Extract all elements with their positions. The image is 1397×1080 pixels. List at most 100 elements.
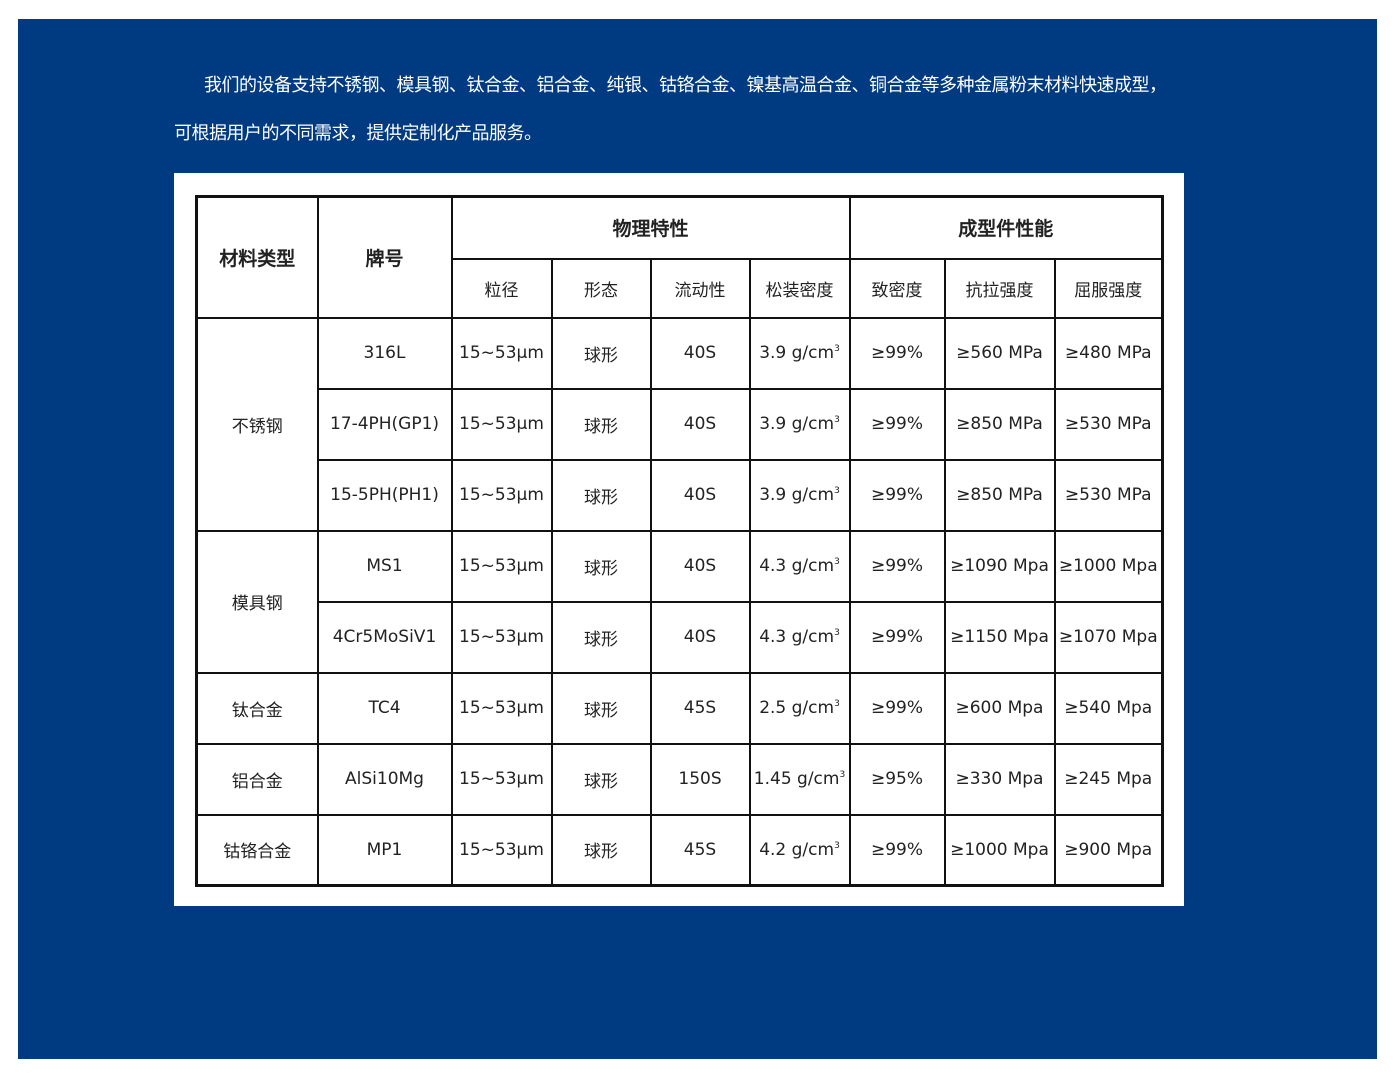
shape-cell: 球形: [550, 600, 652, 674]
table-row: 模具钢 MS1 15~53μm 球形 40S 4.3 g/cm3 ≥99% ≥1090 Mpa…: [195, 529, 1164, 674]
particle-size-cell: 15~53μm: [450, 600, 553, 674]
superscript: 3: [834, 344, 840, 354]
table-card: 材料类型 牌号 物理特性 成型件性能 粒径 形态 流动性 松装密度 致密度 抗拉强度 屈服强…: [174, 173, 1184, 906]
relative-density-cell: ≥99%: [848, 813, 946, 887]
bulk-density-cell: 3.9 g/cm3: [748, 316, 851, 390]
bulk-density-cell: 4.3 g/cm3: [748, 600, 851, 674]
bulk-density-cell: 4.3 g/cm3: [748, 529, 851, 603]
header-physical: 物理特性: [450, 195, 851, 260]
intro-line-1: 我们的设备支持不锈钢、模具钢、钛合金、铝合金、纯银、钴铬合金、镍基高温合金、铜合…: [204, 75, 1167, 96]
header-material-type: 材料类型: [195, 195, 319, 319]
relative-density-cell: ≥99%: [848, 600, 946, 674]
superscript: 3: [839, 770, 846, 780]
shape-cell: 球形: [550, 458, 652, 532]
particle-size-cell: 15~53μm: [450, 671, 553, 745]
flowability-cell: 45S: [649, 813, 751, 887]
density-value: 1.45 g/cm: [753, 769, 840, 789]
relative-density-cell: ≥99%: [848, 316, 946, 390]
shape-cell: 球形: [550, 387, 652, 461]
subheader-1: 形态: [550, 257, 652, 319]
grade-cell: MS1: [316, 529, 453, 603]
grade-cell: 17-4PH(GP1): [316, 387, 453, 461]
flowability-cell: 40S: [649, 529, 751, 603]
material-type-cell: 模具钢: [195, 529, 319, 674]
tensile-strength-cell: ≥1000 Mpa: [943, 813, 1056, 887]
density-value: 3.9 g/cm: [759, 485, 835, 505]
table-row: 铝合金 AlSi10Mg 15~53μm 球形 150S 1.45 g/cm3 ≥95% ≥3…: [195, 742, 1164, 816]
grade-cell: 15-5PH(PH1): [316, 458, 453, 532]
subheader-6: 屈服强度: [1053, 257, 1164, 319]
subheader-4: 致密度: [848, 257, 946, 319]
density-value: 4.2 g/cm: [759, 839, 835, 860]
superscript: 3: [834, 415, 840, 425]
relative-density-cell: ≥99%: [848, 387, 946, 461]
material-type-cell: 钛合金: [195, 671, 319, 745]
bulk-density-cell: 1.45 g/cm3: [748, 742, 851, 816]
table-row: 不锈钢 316L 15~53μm 球形 40S 3.9 g/cm3 ≥99% ≥560 MPa…: [195, 316, 1164, 532]
flowability-cell: 40S: [649, 458, 751, 532]
bulk-density-cell: 2.5 g/cm3: [748, 671, 851, 745]
particle-size-cell: 15~53μm: [450, 387, 553, 461]
flowability-cell: 40S: [649, 600, 751, 674]
particle-size-cell: 15~53μm: [450, 316, 553, 390]
particle-size-cell: 15~53μm: [450, 742, 553, 816]
intro-line-2: 可根据用户的不同需求，提供定制化产品服务。: [174, 123, 542, 144]
yield-strength-cell: ≥900 Mpa: [1053, 813, 1164, 887]
shape-cell: 球形: [550, 742, 652, 816]
table-row: 4Cr5MoSiV1 15~53μm 球形 40S 4.3 g/cm3 ≥99% ≥1150…: [197, 600, 1164, 674]
bulk-density-cell: 3.9 g/cm3: [748, 458, 851, 532]
shape-cell: 球形: [550, 316, 652, 390]
material-type-cell: 铝合金: [195, 742, 319, 816]
header-grade: 牌号: [316, 195, 453, 319]
grade-cell: 316L: [316, 316, 453, 390]
shape-cell: 球形: [550, 529, 652, 603]
subheader-2: 流动性: [649, 257, 751, 319]
subheader-3: 松装密度: [748, 257, 851, 319]
density-value: 2.5 g/cm: [759, 698, 835, 718]
relative-density-cell: ≥99%: [848, 529, 946, 603]
flowability-cell: 40S: [649, 316, 751, 390]
yield-strength-cell: ≥540 Mpa: [1053, 671, 1164, 745]
subheader-0: 粒径: [450, 257, 553, 319]
relative-density-cell: ≥99%: [848, 458, 946, 532]
grade-cell: AlSi10Mg: [316, 742, 453, 816]
material-type-cell: 不锈钢: [195, 316, 319, 532]
tensile-strength-cell: ≥1090 Mpa: [943, 529, 1056, 603]
tensile-strength-cell: ≥560 MPa: [943, 316, 1056, 390]
flowability-cell: 150S: [649, 742, 751, 816]
yield-strength-cell: ≥530 MPa: [1053, 387, 1164, 461]
materials-table: 材料类型 牌号 物理特性 成型件性能 粒径 形态 流动性 松装密度 致密度 抗拉强度 屈服强…: [195, 195, 1164, 887]
intro-text: 我们的设备支持不锈钢、模具钢、钛合金、铝合金、纯银、钴铬合金、镍基高温合金、铜合…: [174, 62, 1234, 158]
table-row: 17-4PH(GP1) 15~53μm 球形 40S 3.9 g/cm3 ≥99% ≥850…: [197, 387, 1164, 461]
superscript: 3: [834, 699, 840, 709]
table-row: 15-5PH(PH1) 15~53μm 球形 40S 3.9 g/cm3 ≥99% ≥850…: [197, 458, 1164, 532]
yield-strength-cell: ≥1070 Mpa: [1053, 600, 1164, 674]
yield-strength-cell: ≥480 MPa: [1053, 316, 1164, 390]
tensile-strength-cell: ≥1150 Mpa: [943, 600, 1056, 674]
yield-strength-cell: ≥245 Mpa: [1053, 742, 1164, 816]
material-type-cell: 钴铬合金: [195, 813, 319, 887]
particle-size-cell: 15~53μm: [450, 529, 553, 603]
subheader-5: 抗拉强度: [943, 257, 1056, 319]
yield-strength-cell: ≥1000 Mpa: [1053, 529, 1164, 603]
shape-cell: 球形: [550, 671, 652, 745]
flowability-cell: 40S: [649, 387, 751, 461]
relative-density-cell: ≥99%: [848, 671, 946, 745]
particle-size-cell: 15~53μm: [450, 458, 553, 532]
bulk-density-cell: 4.2 g/cm3: [748, 813, 851, 887]
grade-cell: 4Cr5MoSiV1: [316, 600, 453, 674]
tensile-strength-cell: ≥330 Mpa: [943, 742, 1056, 816]
table-row: 钴铬合金 MP1 15~53μm 球形 45S 4.2 g/cm3 ≥99% ≥1000 Mp…: [195, 813, 1164, 887]
bulk-density-cell: 3.9 g/cm3: [748, 387, 851, 461]
density-value: 3.9 g/cm: [759, 414, 835, 434]
superscript: 3: [834, 486, 840, 496]
superscript: 3: [834, 557, 840, 567]
density-value: 3.9 g/cm: [759, 343, 835, 363]
relative-density-cell: ≥95%: [848, 742, 946, 816]
table-row: 钛合金 TC4 15~53μm 球形 45S 2.5 g/cm3 ≥99% ≥600 Mpa ≥…: [195, 671, 1164, 745]
flowability-cell: 45S: [649, 671, 751, 745]
shape-cell: 球形: [550, 813, 652, 887]
density-value: 4.3 g/cm: [759, 556, 835, 576]
density-value: 4.3 g/cm: [759, 627, 835, 647]
grade-cell: MP1: [316, 813, 453, 887]
